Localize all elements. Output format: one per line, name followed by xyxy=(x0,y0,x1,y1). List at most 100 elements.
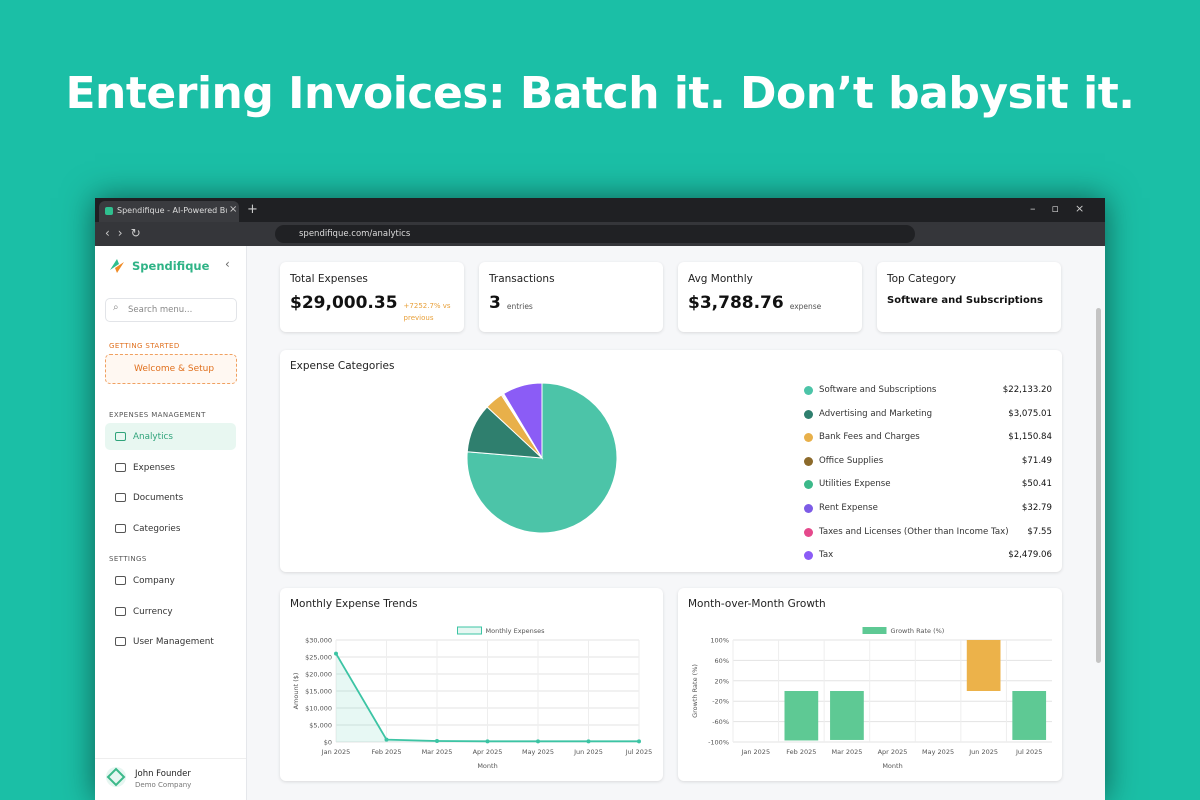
legend-label: Growth Rate (%) xyxy=(891,627,945,635)
sidebar: Spendifique ‹ Search menu... ⌕ John Foun… xyxy=(95,246,247,800)
x-tick-label: Feb 2025 xyxy=(371,748,401,756)
legend-label: Tax xyxy=(819,550,834,561)
tab-close[interactable]: × xyxy=(229,204,238,215)
window-controls[interactable]: –▫× xyxy=(1030,202,1101,215)
headline: Entering Invoices: Batch it. Don’t babys… xyxy=(65,68,1136,119)
legend-label: Office Supplies xyxy=(819,455,884,466)
y-tick-label: $30,000 xyxy=(305,637,332,645)
chart-card: Month-over-Month Growth 100% 60% 20% -20% -60… xyxy=(678,588,1062,781)
collapse[interactable]: ‹ xyxy=(225,257,230,271)
legend-dot xyxy=(804,527,813,537)
chart-title: Monthly Expense Trends xyxy=(290,598,418,610)
point xyxy=(637,739,641,744)
x-tick-label: Mar 2025 xyxy=(422,748,453,756)
x-tick-label: Apr 2025 xyxy=(473,748,503,756)
y-tick-label: $15,000 xyxy=(305,688,332,696)
stat-card: Avg Monthly $3,788.76 expense xyxy=(678,262,862,332)
legend-label: Utilities Expense xyxy=(819,479,891,490)
chart-title: Expense Categories xyxy=(290,360,395,372)
tab-bar: Spendifique - AI-Powered Busin × + –▫× xyxy=(95,198,1105,222)
nav-item[interactable]: User Management xyxy=(105,628,236,655)
nav-label: Company xyxy=(133,575,175,586)
section-title: SETTINGS xyxy=(109,554,147,563)
welcome-button[interactable]: Welcome & Setup xyxy=(105,354,237,384)
section-title: GETTING STARTED xyxy=(109,342,180,350)
legend-label: Software and Subscriptions xyxy=(819,385,937,395)
chart-card: Monthly Expense Trends $0 $5,000 $10,000 $15… xyxy=(280,588,663,781)
y-tick-label: $5,000 xyxy=(309,722,332,730)
chart: $0 $5,000 $10,000 $15,000 $20,000 $25,000 $30,… xyxy=(292,626,652,770)
y-tick-label: 60% xyxy=(715,657,729,665)
pie-slice xyxy=(466,382,618,534)
logo xyxy=(110,259,124,273)
y-tick-label: $20,000 xyxy=(305,671,332,679)
nav-item[interactable]: Currency xyxy=(105,598,236,625)
pie-slice xyxy=(502,382,543,460)
nav-icon xyxy=(115,462,126,472)
area xyxy=(336,653,639,742)
nav-item[interactable]: Company xyxy=(105,567,236,594)
legend-value: $22,133.20 xyxy=(1002,385,1052,395)
stat-value: $3,788.76 xyxy=(688,293,784,313)
search-placeholder: Search menu... xyxy=(128,305,193,315)
point xyxy=(536,739,540,744)
x-axis-label: Month xyxy=(882,762,902,770)
x-tick-label: Jul 2025 xyxy=(1015,748,1042,756)
nav-item[interactable]: Categories xyxy=(105,515,236,542)
legend-dot xyxy=(804,456,813,466)
y-tick-label: 20% xyxy=(715,677,729,685)
nav-buttons[interactable]: ‹›↻ xyxy=(105,226,149,240)
stat-card: Transactions 3 entries xyxy=(479,262,663,332)
bar xyxy=(830,691,864,740)
legend-value: $7.55 xyxy=(1027,526,1052,537)
nav-item[interactable]: Analytics xyxy=(105,423,236,450)
x-tick-label: Jun 2025 xyxy=(573,748,603,756)
legend-label: Bank Fees and Charges xyxy=(819,432,920,443)
x-tick-label: Jan 2025 xyxy=(321,748,351,756)
nav-icon xyxy=(115,524,126,534)
chart-card: Expense Categories Software and Subscript… xyxy=(280,350,1062,572)
nav-icon xyxy=(115,606,126,616)
x-tick-label: May 2025 xyxy=(922,748,954,756)
y-axis-label: Amount ($) xyxy=(292,673,300,710)
stat-card: Top Category Software and Subscriptions xyxy=(877,262,1061,332)
stat-label: Avg Monthly xyxy=(688,273,753,285)
url-field[interactable]: spendifique.com/analytics xyxy=(275,225,915,243)
stat-label: Total Expenses xyxy=(290,273,368,285)
legend-label: Taxes and Licenses (Other than Income Ta… xyxy=(819,526,1009,537)
scrollbar[interactable] xyxy=(1096,308,1101,663)
y-tick-label: 100% xyxy=(710,637,729,645)
avatar xyxy=(106,767,126,787)
stat-label: Transactions xyxy=(489,273,555,285)
x-tick-label: Apr 2025 xyxy=(878,748,908,756)
address-bar: ‹›↻ spendifique.com/analytics xyxy=(95,222,1105,246)
stat-note: entries xyxy=(506,302,533,311)
legend-label: Advertising and Marketing xyxy=(819,408,933,419)
legend-dot xyxy=(804,409,813,419)
nav-item[interactable]: Expenses xyxy=(105,454,236,481)
nav-icon xyxy=(115,637,126,647)
y-tick-label: -20% xyxy=(712,698,729,706)
new-tab[interactable]: + xyxy=(247,202,258,217)
url: spendifique.com/analytics xyxy=(299,229,411,239)
nav-item[interactable]: Documents xyxy=(105,484,236,511)
tab[interactable]: Spendifique - AI-Powered Busin × xyxy=(99,201,239,222)
legend-dot xyxy=(804,480,813,490)
y-tick-label: $25,000 xyxy=(305,654,332,662)
x-axis-label: Month xyxy=(477,762,497,770)
stat-value: Software and Subscriptions xyxy=(887,295,1043,306)
y-axis-label: Growth Rate (%) xyxy=(691,664,699,718)
stat-card: Total Expenses $29,000.35 +7252.7% vs prev… xyxy=(280,262,464,332)
legend-value: $3,075.01 xyxy=(1008,408,1052,419)
x-tick-label: Jan 2025 xyxy=(740,748,770,756)
legend-dot xyxy=(804,504,813,513)
nav-label: Welcome & Setup xyxy=(134,364,215,374)
legend-dot xyxy=(804,433,813,443)
legend-value: $2,479.06 xyxy=(1008,550,1052,561)
nav-label: User Management xyxy=(133,637,214,648)
tab-title: Spendifique - AI-Powered Busin xyxy=(117,206,227,215)
search[interactable]: Search menu... ⌕ xyxy=(105,298,237,322)
nav-icon xyxy=(115,432,126,441)
stat-label: Top Category xyxy=(887,273,957,285)
user-company: Demo Company xyxy=(135,781,192,789)
